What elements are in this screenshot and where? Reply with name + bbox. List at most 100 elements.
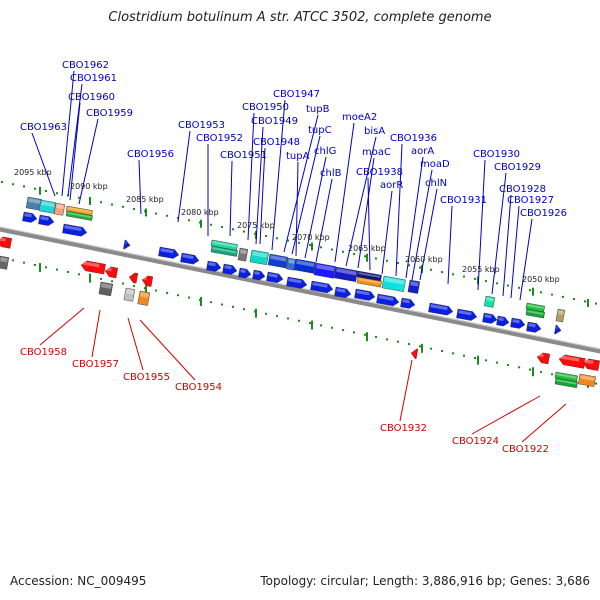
reverse-gene-label: CBO1924 xyxy=(452,436,499,447)
forward-track-dot xyxy=(1,181,3,183)
reverse-track-dot xyxy=(100,277,102,280)
major-tick-inner xyxy=(366,332,368,342)
forward-gene-arrow-shape xyxy=(158,246,180,259)
reverse-gene-arrow xyxy=(0,236,13,249)
forward-gene-arrow-sheen xyxy=(240,269,246,273)
forward-track-dot xyxy=(562,295,564,298)
forward-gene-label: CBO1953 xyxy=(178,120,225,131)
feature-box-shape xyxy=(407,279,421,294)
forward-gene-arrow-shape xyxy=(310,280,334,294)
forward-track-dot xyxy=(232,228,234,231)
forward-leader-line xyxy=(61,70,75,197)
feature-box-shape xyxy=(65,210,93,221)
forward-track-dot xyxy=(298,241,300,244)
feature-box-sheen xyxy=(384,277,405,285)
forward-leader-line xyxy=(247,112,255,241)
feature-box-shape xyxy=(38,199,56,214)
forward-gene-arrow xyxy=(554,324,562,335)
forward-gene-label: bisA xyxy=(364,126,385,137)
forward-track-dot xyxy=(551,293,553,296)
forward-gene-arrow-sheen xyxy=(268,273,278,278)
forward-leader-line xyxy=(138,159,142,215)
reverse-track-dot xyxy=(485,359,487,362)
accession-text: Accession: NC_009495 xyxy=(10,574,147,588)
forward-track-dot xyxy=(122,205,124,208)
reverse-gene-arrow-sheen xyxy=(130,273,132,277)
forward-track-dot xyxy=(397,262,399,265)
forward-gene-arrow-shape xyxy=(266,271,284,284)
reverse-gene-arrow-sheen xyxy=(412,349,414,353)
forward-gene-arrow xyxy=(38,214,55,226)
reverse-gene-arrow-shape xyxy=(141,275,154,287)
forward-gene-arrow-shape xyxy=(510,317,526,329)
backbone-layer xyxy=(0,226,600,354)
reverse-gene-arrow-sheen xyxy=(143,276,147,280)
forward-leader-line xyxy=(395,143,403,277)
forward-track-dot xyxy=(540,291,542,294)
reverse-gene-arrow-shape xyxy=(410,348,419,360)
forward-gene-label: CBO1928 xyxy=(499,184,546,195)
reverse-leader-line xyxy=(39,307,85,346)
feature-box xyxy=(65,205,93,216)
forward-track-dot xyxy=(276,237,278,240)
forward-gene-arrow-sheen xyxy=(556,326,558,330)
forward-leader-line xyxy=(334,122,355,263)
forward-gene-arrow-sheen xyxy=(512,319,520,324)
reverse-track-dot xyxy=(353,331,355,334)
reverse-gene-arrow-shape xyxy=(128,272,139,284)
reverse-gene-arrow-sheen xyxy=(560,355,580,362)
feature-box xyxy=(65,210,93,221)
forward-gene-label: CBO1927 xyxy=(507,195,554,206)
forward-leader-line xyxy=(283,114,319,253)
forward-track-dot xyxy=(111,203,113,206)
forward-gene-arrow-sheen xyxy=(312,282,328,288)
forward-gene-label: CBO1960 xyxy=(68,92,115,103)
forward-gene-arrow-shape xyxy=(286,276,308,289)
forward-track-dot xyxy=(177,217,179,220)
feature-box-sheen xyxy=(527,310,544,315)
forward-gene-label: CBO1951 xyxy=(220,150,267,161)
feature-box-shape xyxy=(554,377,578,389)
forward-leader-line xyxy=(69,102,81,201)
forward-track-dot xyxy=(309,244,311,247)
feature-box-sheen xyxy=(486,297,494,302)
forward-leader-line xyxy=(419,188,438,281)
forward-gene-arrow-sheen xyxy=(125,241,127,245)
forward-track-dot xyxy=(507,284,509,287)
reverse-track-dot xyxy=(507,363,509,366)
forward-leader-line xyxy=(510,205,520,299)
feature-box-sheen xyxy=(527,304,544,309)
forward-track-dot xyxy=(12,183,14,186)
reverse-track-dot xyxy=(45,266,47,269)
reverse-track-dot xyxy=(397,340,399,343)
feature-box xyxy=(554,377,578,389)
forward-gene-arrow xyxy=(22,211,38,223)
reverse-leader-line xyxy=(399,359,413,422)
forward-gene-arrow xyxy=(286,276,308,289)
forward-gene-arrow-shape xyxy=(428,302,454,316)
forward-track-dot xyxy=(166,214,168,217)
feature-box xyxy=(25,196,43,211)
forward-gene-arrow xyxy=(400,297,416,309)
forward-gene-arrow-shape xyxy=(180,252,200,265)
forward-leader-line xyxy=(411,169,433,281)
scale-label: 2080 kbp xyxy=(181,208,219,217)
reverse-gene-label: CBO1955 xyxy=(123,372,170,383)
major-tick-inner xyxy=(255,308,257,318)
feature-box xyxy=(249,249,269,266)
feature-box-sheen xyxy=(140,292,149,298)
feature-box-shape xyxy=(333,266,358,282)
forward-track-dot xyxy=(320,246,322,249)
feature-box xyxy=(356,276,382,288)
forward-leader-line xyxy=(31,132,56,197)
forward-gene-label: aorR xyxy=(380,180,403,191)
feature-box-sheen xyxy=(580,375,595,381)
forward-gene-arrow-shape xyxy=(400,297,416,309)
major-tick-inner xyxy=(39,263,41,273)
reverse-track-dot xyxy=(155,289,157,292)
reverse-track-dot xyxy=(309,322,311,325)
forward-gene-arrow-sheen xyxy=(484,314,492,319)
gene-layer xyxy=(0,196,600,389)
forward-gene-arrow-sheen xyxy=(458,310,472,316)
